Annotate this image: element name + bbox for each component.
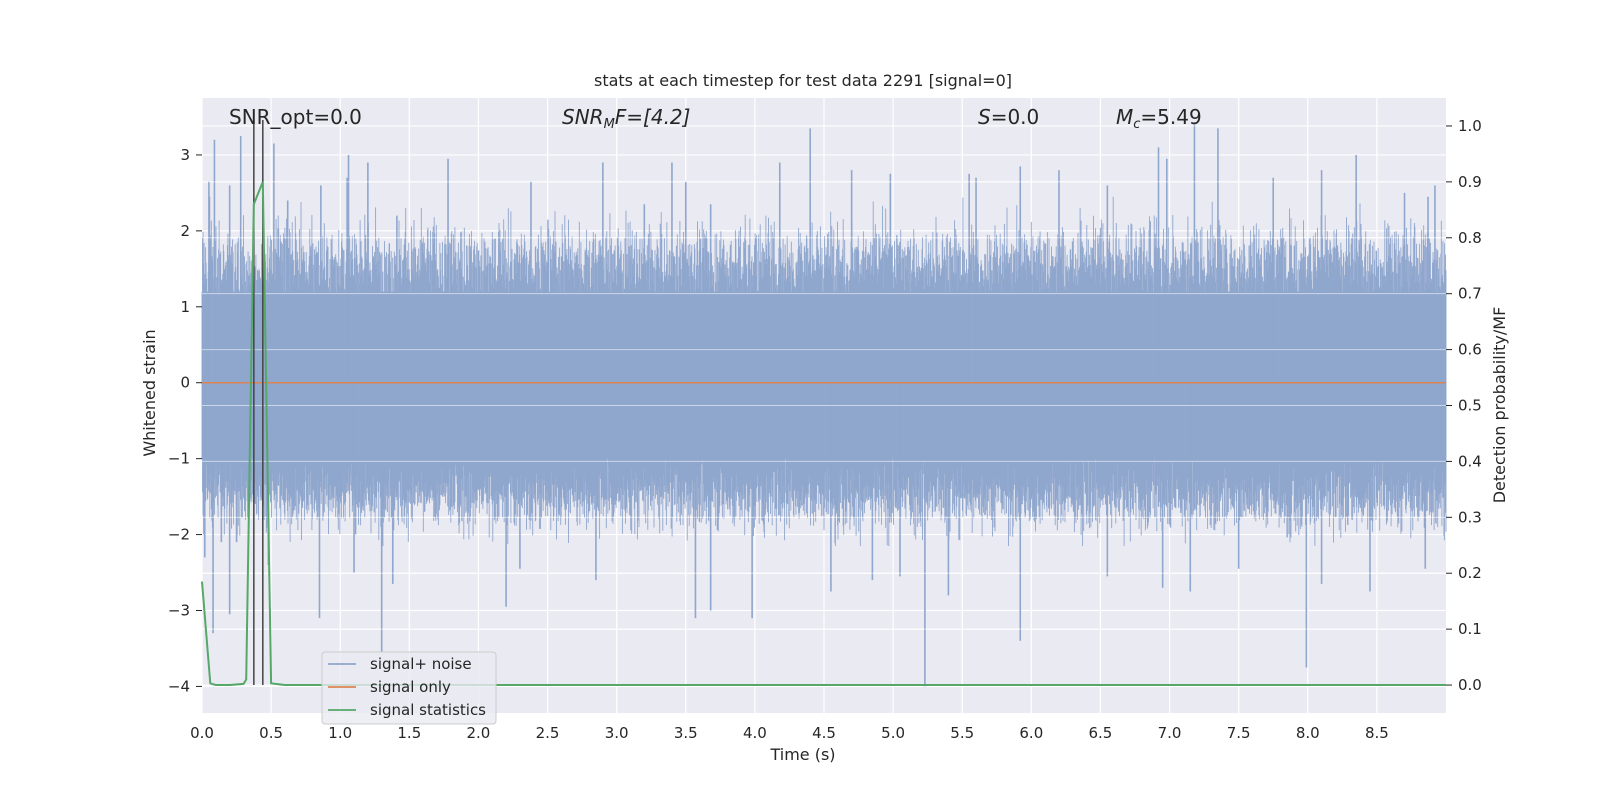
y-axis-label: Whitened strain <box>140 329 159 456</box>
legend-label-signal-statistics: signal statistics <box>370 701 486 719</box>
legend-box <box>321 651 497 725</box>
annotation-snr-mf-rest: F=[4.2] <box>615 105 691 129</box>
axis-layer: 0.0 0.5 1.0 1.5 2.0 2.5 3.0 3.5 4.0 4.5 5.0 5.5 6.0 6… <box>168 117 1482 742</box>
x-tick-label: 7.5 <box>1227 724 1251 742</box>
y2-tick-label: 0.5 <box>1458 397 1482 415</box>
x-tick-label: 1.5 <box>397 724 421 742</box>
y2-tick-label: 1.0 <box>1458 117 1482 135</box>
annotation-mc: Mc=5.49 <box>1116 105 1202 132</box>
annotation-snr-mf-main: SNR <box>562 105 604 129</box>
x-tick-label: 6.0 <box>1019 724 1043 742</box>
x-tick-label: 8.5 <box>1365 724 1389 742</box>
y2-tick-label: 0.8 <box>1458 229 1482 247</box>
x-tick-label: 6.5 <box>1089 724 1113 742</box>
chart-title: stats at each timestep for test data 229… <box>594 71 1012 90</box>
y2-tick-label: 0.4 <box>1458 452 1482 470</box>
x-axis-label: Time (s) <box>769 745 835 764</box>
x-tick-label: 3.5 <box>674 724 698 742</box>
legend-label-signal-only: signal only <box>370 678 451 696</box>
y-tick-label: 2 <box>180 222 190 240</box>
annotation-mc-rest: =5.49 <box>1140 105 1201 129</box>
y2-tick-label: 0.7 <box>1458 285 1482 303</box>
y2-tick-label: 0.0 <box>1458 676 1482 694</box>
y-tick-label: −4 <box>168 677 190 695</box>
noise-core <box>202 291 1446 459</box>
y2-axis-label: Detection probability/MF <box>1490 307 1509 504</box>
x-tick-label: 7.0 <box>1158 724 1182 742</box>
y2-tick-label: 0.1 <box>1458 620 1482 638</box>
annotation-s: S=0.0 <box>978 105 1039 129</box>
annotation-snr-mf: SNRMF=[4.2] <box>562 105 690 132</box>
y-tick-label: −2 <box>168 526 190 544</box>
legend-label-signal-noise: signal+ noise <box>370 655 472 673</box>
x-tick-label: 4.0 <box>743 724 767 742</box>
annotation-snr-mf-sub: M <box>604 117 615 132</box>
x-tick-label: 3.0 <box>605 724 629 742</box>
y-tick-label: 3 <box>180 146 190 164</box>
signal-statistics-line <box>201 181 1446 686</box>
x-tick-label: 0.5 <box>259 724 283 742</box>
x-tick-label: 5.0 <box>881 724 905 742</box>
y-tick-label: −3 <box>168 602 190 620</box>
y-tick-label: 1 <box>180 298 190 316</box>
x-tick-label: 8.0 <box>1296 724 1320 742</box>
annotation-mc-main: M <box>1116 105 1133 129</box>
annotation-mc-sub: c <box>1133 117 1140 132</box>
y2-tick-label: 0.2 <box>1458 564 1482 582</box>
x-tick-label: 1.0 <box>328 724 352 742</box>
x-tick-label: 2.5 <box>536 724 560 742</box>
y2-tick-label: 0.6 <box>1458 341 1482 359</box>
y2-tick-label: 0.9 <box>1458 173 1482 191</box>
y-tick-label: −1 <box>168 450 190 468</box>
annotation-snr-opt: SNR_opt=0.0 <box>229 105 362 129</box>
lines-layer <box>201 120 1446 686</box>
legend: signal+ noise signal only signal statist… <box>321 651 497 725</box>
annotation-s-rest: =0.0 <box>991 105 1040 129</box>
x-tick-label: 5.5 <box>950 724 974 742</box>
y-tick-label: 0 <box>180 374 190 392</box>
y2-tick-label: 0.3 <box>1458 508 1482 526</box>
x-tick-label: 4.5 <box>812 724 836 742</box>
x-tick-label: 0.0 <box>190 724 214 742</box>
x-tick-label: 2.0 <box>467 724 491 742</box>
annotation-s-main: S <box>978 105 991 129</box>
